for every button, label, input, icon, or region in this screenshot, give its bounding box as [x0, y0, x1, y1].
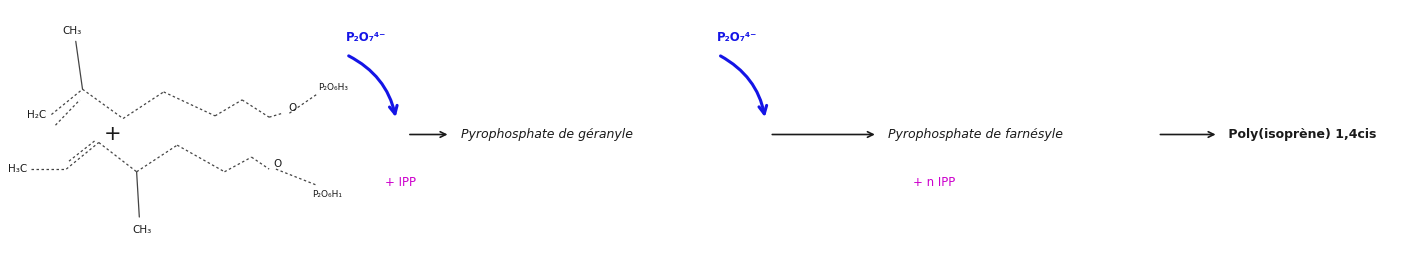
Text: CH₃: CH₃ [132, 225, 152, 235]
Text: H₃C: H₃C [8, 164, 28, 174]
Text: H₂C: H₂C [27, 109, 46, 119]
Text: CH₃: CH₃ [62, 26, 81, 36]
Text: P₂O₆H₁: P₂O₆H₁ [313, 190, 342, 199]
Text: P₂O₇⁴⁻: P₂O₇⁴⁻ [347, 31, 387, 44]
Text: Pyrophosphate de géranyle: Pyrophosphate de géranyle [457, 128, 633, 141]
Text: + n IPP: + n IPP [913, 176, 955, 189]
Text: +: + [104, 125, 121, 144]
Text: + IPP: + IPP [384, 176, 415, 189]
Text: Poly(isoprène) 1,4cis: Poly(isoprène) 1,4cis [1223, 128, 1376, 141]
Text: P₂O₆H₃: P₂O₆H₃ [318, 83, 348, 92]
Text: Pyrophosphate de farnésyle: Pyrophosphate de farnésyle [884, 128, 1063, 141]
Text: O: O [288, 103, 296, 113]
Text: O: O [274, 159, 282, 169]
Text: P₂O₇⁴⁻: P₂O₇⁴⁻ [717, 31, 758, 44]
